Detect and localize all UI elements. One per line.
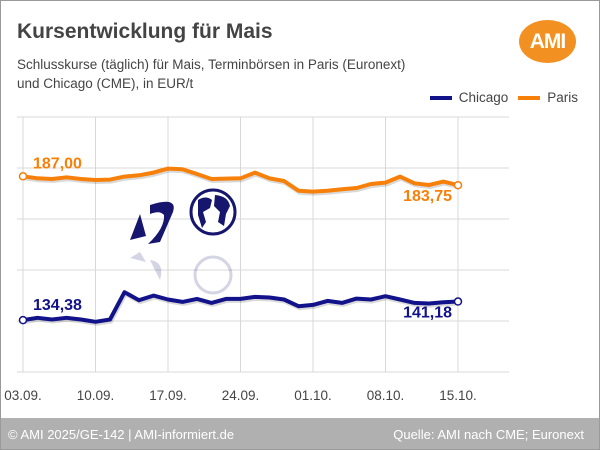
legend-swatch-paris	[518, 95, 541, 100]
legend-label-paris: Paris	[547, 90, 578, 105]
globe-icon	[189, 188, 237, 236]
footer-source: Quelle: AMI nach CME; Euronext	[393, 427, 584, 442]
chart-subtitle: Schlusskurse (täglich) für Mais, Terminb…	[17, 55, 457, 93]
ami-logo: AMI	[519, 20, 576, 63]
logo-reflection	[130, 252, 233, 295]
legend-swatch-chicago	[429, 95, 452, 100]
ami-world-icon	[130, 188, 237, 295]
x-tick-label: 15.10.	[439, 388, 477, 403]
series-line-chicago	[22, 290, 459, 324]
x-axis-ticks: 03.09. 10.09. 17.09. 24.09. 01.10. 08.10. 15.1…	[4, 388, 477, 403]
end-point-marker	[453, 180, 463, 190]
series-shadow	[23, 168, 460, 196]
start-value-label: 187,00	[33, 155, 82, 172]
x-tick-label: 17.09.	[149, 388, 187, 403]
x-tick-label: 08.10.	[367, 388, 405, 403]
grid	[17, 116, 509, 373]
start-point-marker	[18, 172, 28, 181]
x-tick-label: 24.09.	[222, 388, 260, 403]
arrow-icon	[130, 201, 174, 244]
x-tick-label: 03.09.	[4, 388, 42, 403]
series-line-paris	[22, 166, 459, 194]
series-lines	[18, 166, 463, 326]
x-tick-label: 10.09.	[77, 388, 115, 403]
legend-label-chicago: Chicago	[458, 90, 509, 105]
globe-continents	[198, 195, 230, 228]
end-point-marker	[453, 297, 463, 306]
subtitle-line-1: Schlusskurse (täglich) für Mais, Terminb…	[17, 57, 406, 72]
footer-bar: © AMI 2025/GE-142 | AMI-informiert.de Qu…	[1, 418, 599, 449]
x-tick-label: 01.10.	[294, 388, 332, 403]
chart-title: Kursentwicklung für Mais	[17, 20, 273, 43]
start-point-marker	[18, 315, 28, 325]
end-value-label: 183,75	[403, 188, 452, 205]
subtitle-line-2: und Chicago (CME), in EUR/t	[17, 76, 194, 91]
end-value-label: 141,18	[403, 305, 452, 322]
data-labels: 134,38 141,18 187,00 183,75	[33, 155, 452, 321]
footer-copyright: © AMI 2025/GE-142 | AMI-informiert.de	[8, 427, 235, 442]
legend: Chicago Paris	[420, 90, 578, 105]
start-value-label: 134,38	[33, 297, 82, 314]
